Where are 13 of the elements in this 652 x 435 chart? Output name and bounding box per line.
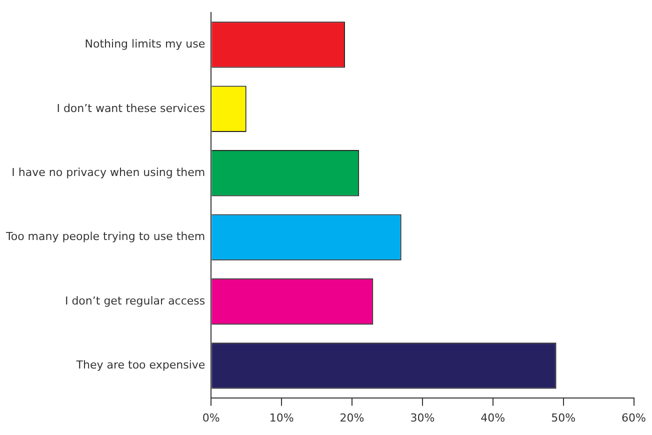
x-tick-label: 10% (269, 411, 294, 424)
y-tick-label: I have no privacy when using them (12, 166, 206, 179)
x-tick-label: 0% (202, 411, 220, 424)
x-tick-label: 30% (410, 411, 435, 424)
y-tick-label: I don’t get regular access (64, 294, 206, 308)
y-tick-label: Too many people trying to use them (4, 230, 206, 244)
x-tick-label: 60% (622, 411, 646, 424)
x-tick-label: 50% (551, 411, 576, 424)
y-tick-label: I don’t want these services (56, 102, 206, 115)
y-tick-label: They are too expensive (75, 358, 206, 372)
x-tick-label: 20% (340, 411, 364, 424)
y-tick-label: Nothing limits my use (84, 38, 206, 51)
x-tick-label: 40% (480, 411, 506, 424)
